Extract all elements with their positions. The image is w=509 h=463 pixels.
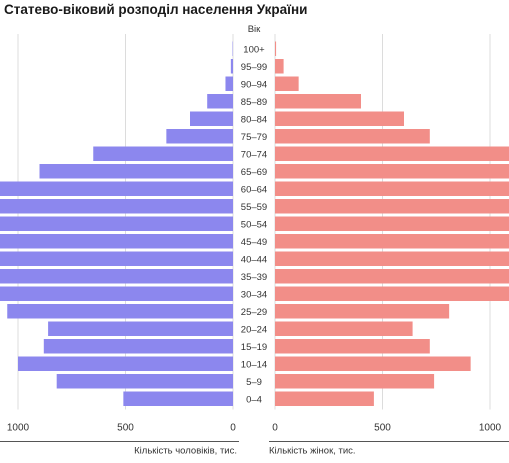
bar-male-80–84 bbox=[190, 111, 233, 126]
tick-label-right-1000: 1000 bbox=[479, 423, 502, 434]
bar-male-85–89 bbox=[207, 94, 233, 109]
age-label-40–44: 40–44 bbox=[241, 254, 267, 265]
bar-female-10–14 bbox=[275, 356, 471, 371]
tick-label-right-0: 0 bbox=[272, 423, 278, 434]
bar-male-90–94 bbox=[225, 76, 233, 91]
age-label-55–59: 55–59 bbox=[241, 202, 267, 213]
tick-label-left-0: 0 bbox=[230, 423, 236, 434]
bar-male-0–4 bbox=[123, 391, 233, 406]
bar-male-95–99 bbox=[230, 59, 233, 74]
bar-female-60–64 bbox=[275, 181, 509, 196]
bar-male-30–34 bbox=[0, 286, 233, 301]
bar-female-85–89 bbox=[275, 94, 361, 109]
bar-male-15–19 bbox=[43, 339, 233, 354]
age-label-65–69: 65–69 bbox=[241, 167, 267, 178]
age-label-60–64: 60–64 bbox=[241, 184, 267, 195]
age-label-75–79: 75–79 bbox=[241, 132, 267, 143]
bar-female-95–99 bbox=[275, 59, 284, 74]
age-label-85–89: 85–89 bbox=[241, 97, 267, 108]
bar-female-40–44 bbox=[275, 251, 509, 266]
tick-label-left-500: 500 bbox=[117, 423, 134, 434]
bar-female-70–74 bbox=[275, 146, 509, 161]
age-label-95–99: 95–99 bbox=[241, 62, 267, 73]
bar-male-40–44 bbox=[0, 251, 233, 266]
tick-label-right-500: 500 bbox=[374, 423, 391, 434]
bar-female-100+ bbox=[275, 41, 277, 56]
age-label-30–34: 30–34 bbox=[241, 289, 267, 300]
bar-female-50–54 bbox=[275, 216, 509, 231]
age-label-20–24: 20–24 bbox=[241, 324, 267, 335]
bar-male-70–74 bbox=[93, 146, 233, 161]
male-axis-label: Кількість чоловіків, тис. bbox=[134, 446, 237, 457]
bar-female-45–49 bbox=[275, 234, 509, 249]
age-label-70–74: 70–74 bbox=[241, 149, 267, 160]
tick-label-left-1000: 1000 bbox=[7, 423, 30, 434]
age-label-90–94: 90–94 bbox=[241, 79, 267, 90]
age-labels: Вік 100+ 95–99 90–94 85–89 80–84 75–79 70–74 65–… bbox=[241, 24, 267, 405]
bar-female-20–24 bbox=[275, 321, 413, 336]
age-label-15–19: 15–19 bbox=[241, 342, 267, 353]
axes: Кількість чоловіків, тис. Кількість жінок… bbox=[0, 441, 509, 457]
bar-female-30–34 bbox=[275, 286, 509, 301]
bar-female-25–29 bbox=[275, 304, 450, 319]
bar-male-60–64 bbox=[0, 181, 233, 196]
bar-male-20–24 bbox=[48, 321, 233, 336]
bar-female-0–4 bbox=[275, 391, 374, 406]
bar-male-25–29 bbox=[7, 304, 233, 319]
bar-male-35–39 bbox=[0, 269, 234, 284]
bar-female-65–69 bbox=[275, 164, 509, 179]
bar-male-75–79 bbox=[166, 129, 233, 144]
bar-male-65–69 bbox=[39, 164, 233, 179]
age-label-25–29: 25–29 bbox=[241, 307, 267, 318]
bar-female-35–39 bbox=[275, 269, 509, 284]
bar-female-55–59 bbox=[275, 199, 509, 214]
bar-male-10–14 bbox=[18, 356, 233, 371]
age-label-35–39: 35–39 bbox=[241, 272, 267, 283]
age-axis-label: Вік bbox=[248, 24, 261, 35]
age-label-10–14: 10–14 bbox=[241, 359, 267, 370]
bar-male-5–9 bbox=[56, 374, 234, 389]
bar-female-15–19 bbox=[275, 339, 430, 354]
age-label-80–84: 80–84 bbox=[241, 114, 267, 125]
age-label-100+: 100+ bbox=[243, 44, 265, 55]
bars bbox=[0, 41, 509, 406]
female-axis-label: Кількість жінок, тис. bbox=[269, 446, 356, 457]
tick-labels: 20001500100050000500100015002000 bbox=[7, 423, 502, 434]
age-label-45–49: 45–49 bbox=[241, 237, 267, 248]
age-label-50–54: 50–54 bbox=[241, 219, 267, 230]
age-label-0–4: 0–4 bbox=[246, 394, 262, 405]
bar-female-90–94 bbox=[275, 76, 299, 91]
chart-title: Статево-віковий розподіл населення Украї… bbox=[4, 2, 308, 17]
bar-female-5–9 bbox=[275, 374, 435, 389]
bar-male-45–49 bbox=[0, 234, 233, 249]
bar-male-55–59 bbox=[0, 199, 234, 214]
bar-female-80–84 bbox=[275, 111, 404, 126]
age-label-5–9: 5–9 bbox=[246, 377, 262, 388]
bar-male-50–54 bbox=[0, 216, 233, 231]
bar-female-75–79 bbox=[275, 129, 430, 144]
